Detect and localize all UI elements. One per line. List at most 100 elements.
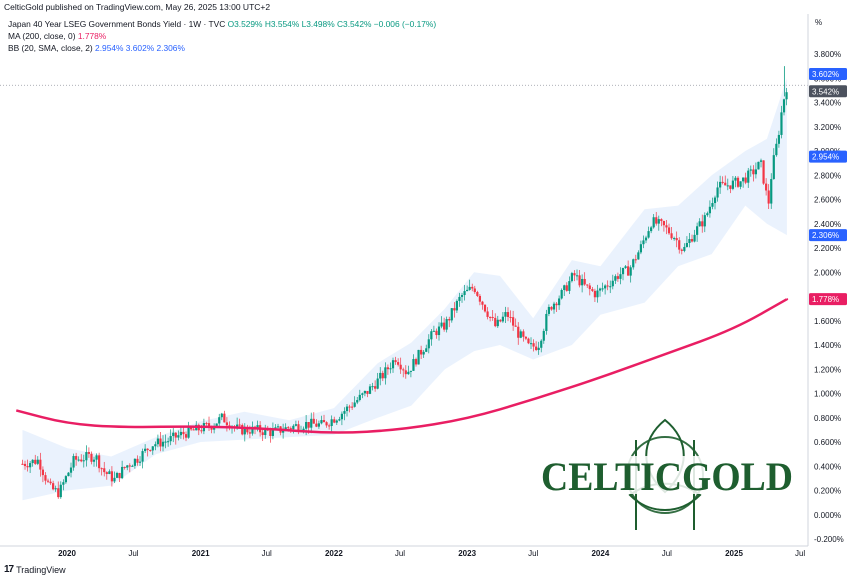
candle-body <box>678 240 681 250</box>
candle-body <box>330 419 333 426</box>
candle-body <box>108 471 111 474</box>
candle-body <box>103 468 106 473</box>
candle-body <box>236 424 239 427</box>
candle-body <box>36 459 39 464</box>
legend-ma-row[interactable]: MA (200, close, 0) 1.778% <box>8 30 436 42</box>
candle-body <box>297 424 300 431</box>
candle-body <box>310 418 313 428</box>
price-badge-label: 2.954% <box>812 153 839 162</box>
candle-body <box>662 221 666 226</box>
candle-body <box>317 423 321 427</box>
candle-body <box>190 426 193 430</box>
candles <box>21 66 788 499</box>
candle-body <box>558 298 561 306</box>
candle-body <box>391 360 395 369</box>
candle-body <box>703 215 706 227</box>
candle-body <box>752 169 755 175</box>
candle-body <box>524 336 528 339</box>
candle-body <box>473 288 476 293</box>
candle-body <box>501 316 505 322</box>
candle-body <box>529 343 533 345</box>
candle-body <box>583 278 586 285</box>
price-badge <box>809 68 847 81</box>
candle-body <box>430 331 433 340</box>
candle-body <box>87 452 91 454</box>
candle-body <box>519 331 522 338</box>
candle-body <box>261 432 264 436</box>
candle-body <box>440 322 443 327</box>
candle-body <box>77 459 80 461</box>
candle-body <box>287 427 290 429</box>
candle-body <box>514 325 517 327</box>
price-badge-label: 3.542% <box>812 87 839 96</box>
candle-body <box>596 290 599 298</box>
candle-body <box>621 267 625 275</box>
time-axis-tick: 2024 <box>591 549 609 558</box>
candle-body <box>593 290 597 298</box>
symbol-name[interactable]: Japan 40 Year LSEG Government Bonds Yiel… <box>8 19 226 29</box>
candle-body <box>759 160 763 162</box>
price-axis-tick: 3.200% <box>814 123 841 132</box>
candle-body <box>361 393 364 395</box>
candle-body <box>384 367 387 379</box>
time-axis-tick: Jul <box>662 549 672 558</box>
candle-body <box>126 465 129 468</box>
candle-body <box>353 402 356 407</box>
candle-body <box>637 252 640 260</box>
candle-body <box>685 242 689 247</box>
time-axis-tick: 2021 <box>192 549 210 558</box>
candle-body <box>545 313 548 331</box>
candle-body <box>476 292 479 296</box>
candle-body <box>164 441 167 443</box>
candle-body <box>757 161 760 170</box>
footer-brand[interactable]: TradingView <box>16 564 66 575</box>
candle-body <box>747 170 750 183</box>
candle-body <box>578 275 581 286</box>
candle-body <box>455 300 459 311</box>
candle-body <box>772 155 775 180</box>
candle-body <box>379 372 382 379</box>
candle-body <box>739 181 742 187</box>
ohlc-values: O3.529% H3.554% L3.498% C3.542% −0.006 (… <box>227 19 437 29</box>
candle-body <box>537 347 540 350</box>
legend-bb-row[interactable]: BB (20, SMA, close, 2) 2.954% 3.602% 2.3… <box>8 42 436 54</box>
price-axis-tick: 0.600% <box>814 438 841 447</box>
candle-body <box>172 432 175 437</box>
candle-body <box>187 426 190 438</box>
time-axis[interactable]: 2020 Jul 2021 Jul 2022 Jul 2023 Jul 2024 Jul 2025 J… <box>0 545 808 558</box>
candle-body <box>374 386 377 389</box>
price-badge <box>809 293 847 306</box>
candle-body <box>598 288 602 291</box>
candle-body <box>376 378 379 389</box>
tradingview-logo-icon: 17 <box>4 564 14 575</box>
candle-body <box>713 197 717 204</box>
candle-body <box>269 430 272 436</box>
candle-body <box>570 273 574 282</box>
candle-body <box>552 303 556 310</box>
celticgold-watermark: CELTICGOLD <box>540 418 795 530</box>
candle-body <box>690 239 694 242</box>
candle-body <box>141 451 144 462</box>
candle-body <box>499 319 502 322</box>
price-axis-tick: 2.200% <box>814 244 841 253</box>
time-axis-tick: 2020 <box>58 549 76 558</box>
candle-body <box>169 436 172 442</box>
candle-body <box>328 425 331 427</box>
candle-body <box>75 456 78 460</box>
candle-body <box>698 221 701 227</box>
candle-body <box>616 276 620 279</box>
candle-body <box>256 425 259 429</box>
candle-body <box>72 456 75 468</box>
bb-label: BB (20, SMA, close, 2) <box>8 43 93 53</box>
candle-body <box>450 308 453 321</box>
candle-body <box>85 452 88 461</box>
candle-body <box>192 429 195 431</box>
candle-body <box>770 179 773 204</box>
candle-body <box>632 259 635 268</box>
candle-body <box>688 239 691 243</box>
candle-body <box>762 160 765 184</box>
candle-body <box>409 370 413 372</box>
candle-body <box>82 460 85 462</box>
candle-body <box>167 441 170 443</box>
